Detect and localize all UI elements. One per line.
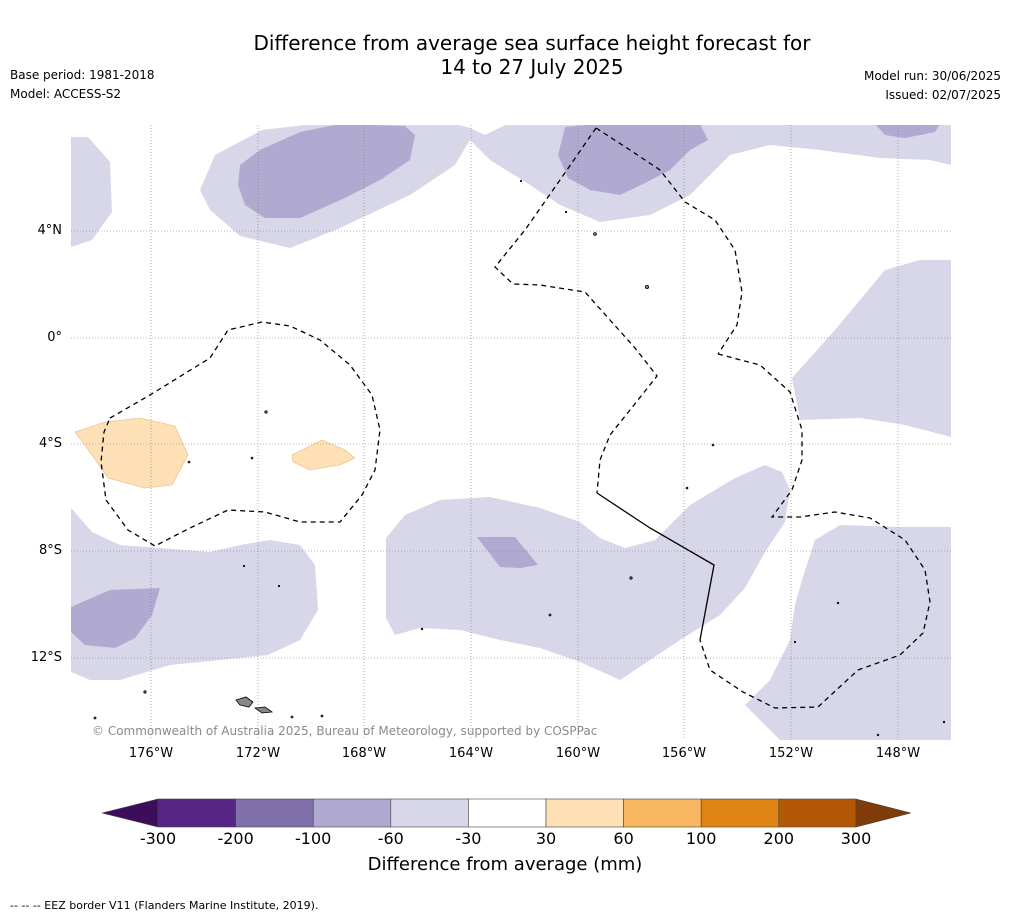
lon-label: 152°W [768,746,814,761]
model-name: Model: ACCESS-S2 [10,87,122,101]
colorbar-tick-label: -200 [217,829,254,848]
anomaly-positive-light [74,417,356,489]
lon-label: 148°W [875,746,921,761]
eez-footnote: -- -- -- EEZ border V11 (Flanders Marine… [10,899,319,912]
anomaly-negative-medium [71,125,940,648]
graticule [71,125,951,740]
colorbar-segment [235,798,314,828]
lon-label: 164°W [448,746,494,761]
colorbar-tick-label: 300 [840,829,872,848]
colorbar-tick-label: 60 [613,829,634,848]
colorbar-tick-label: -30 [455,829,482,848]
colorbar-segment [312,798,392,828]
lat-label: 0° [47,330,62,345]
copyright-notice: © Commonwealth of Australia 2025, Bureau… [92,724,598,738]
colorbar-segment [778,798,857,828]
colorbar-title: Difference from average (mm) [367,854,643,875]
lat-label: 4°N [37,223,63,238]
eez-borders [100,127,931,709]
model-run: Model run: 30/06/2025 [863,69,1001,83]
colorbar-min-arrow [101,798,159,828]
colorbar-segment [468,798,547,828]
islands [93,179,946,737]
issued-date: Issued: 02/07/2025 [885,88,1001,102]
base-period: Base period: 1981-2018 [10,68,155,82]
lat-label: 8°S [38,543,62,558]
eez-shared-border [596,492,715,641]
colorbar-tick-label: 100 [685,829,717,848]
colorbar-segment [545,798,624,828]
colorbar-max-arrow [855,798,912,828]
colorbar-tick-label: 30 [535,829,557,848]
colorbar [101,798,912,828]
lon-label: 176°W [128,746,174,761]
map-title-line1: Difference from average sea surface heig… [253,31,811,55]
colorbar-tick-label: -100 [295,829,332,848]
lon-label: 160°W [555,746,601,761]
lat-label: 12°S [30,650,62,665]
colorbar-tick-label: -300 [139,829,177,848]
colorbar-segment [390,798,469,828]
lon-label: 172°W [235,746,281,761]
colorbar-segment [157,798,236,828]
colorbar-tick-label: -60 [377,829,404,848]
anomaly-negative-light [71,125,951,740]
lon-label: 156°W [661,746,707,761]
map-title-line2: 14 to 27 July 2025 [440,55,624,79]
colorbar-tick-label: 200 [763,829,795,848]
colorbar-segment [623,798,702,828]
lon-label: 168°W [341,746,387,761]
colorbar-segment [700,798,780,828]
lat-label: 4°S [38,436,62,451]
